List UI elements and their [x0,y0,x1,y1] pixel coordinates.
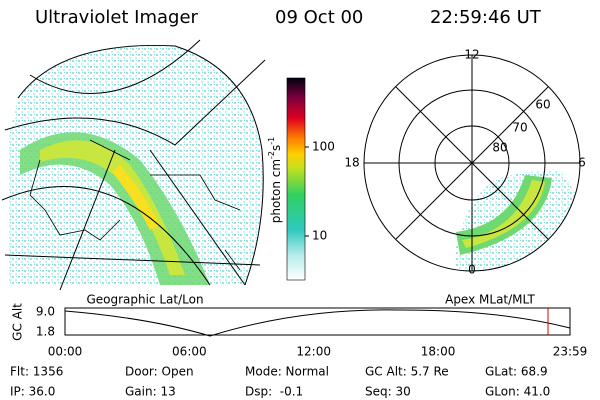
status-field: GC Alt: 5.7 Re [365,365,449,379]
colorbar-tick-label: 10 [312,229,327,243]
altitude-ylabel: GC Alt [11,303,25,341]
altitude-ytick: 9.0 [36,305,55,319]
status-field: Flt: 1356 [10,365,63,379]
status-field: Mode: Normal [245,365,329,379]
altitude-xticks: 00:00 06:00 12:00 18:00 23:59 [48,345,588,359]
lat-label: 60 [535,98,550,112]
colorbar-unit: photon cm-2s-1 [267,137,283,224]
mlt-label: 0 [468,263,476,277]
unit-text: s [269,145,283,151]
altitude-xtick: 23:59 [553,345,588,359]
unit-exp: -2 [267,151,276,159]
altitude-ytick: 1.8 [36,325,55,339]
mlt-label: 12 [464,48,479,62]
caption: Geographic Lat/Lon [86,293,203,307]
altitude-frame [64,307,571,336]
caption: Apex MLat/MLT [445,293,535,307]
altitude-xtick: 12:00 [296,345,331,359]
colorbar [286,77,306,281]
status-field: GLat: 68.9 [485,365,548,379]
altitude-xtick: 18:00 [421,345,456,359]
status-field: Door: Open [125,365,194,379]
lat-label: 80 [492,141,507,155]
status-field: IP: 36.0 [10,385,55,399]
geographic-image [8,45,264,285]
mlt-label: 18 [344,156,359,170]
status-field: Gain: 13 [125,385,176,399]
altitude-curve [64,309,571,337]
instrument: Ultraviolet Imager [35,7,199,28]
lat-label: 70 [512,121,527,135]
geographic-grid [1,39,266,291]
altitude-xtick: 00:00 [48,345,83,359]
unit-text: photon cm [269,159,283,223]
time: 22:59:46 UT [430,7,542,28]
status-panel: Flt: 1356 Door: Open Mode: Normal GC Alt: 5… [10,365,550,399]
altitude-xtick: 06:00 [172,345,207,359]
mlt-label: 6 [578,156,586,170]
polar-grid [363,54,581,272]
colorbar-tick-label: 100 [312,140,335,154]
date: 09 Oct 00 [275,7,363,28]
status-field: Dsp: -0.1 [245,385,303,399]
unit-exp: -1 [267,137,276,145]
status-field: GLon: 41.0 [485,385,550,399]
status-field: Seq: 30 [365,385,411,399]
